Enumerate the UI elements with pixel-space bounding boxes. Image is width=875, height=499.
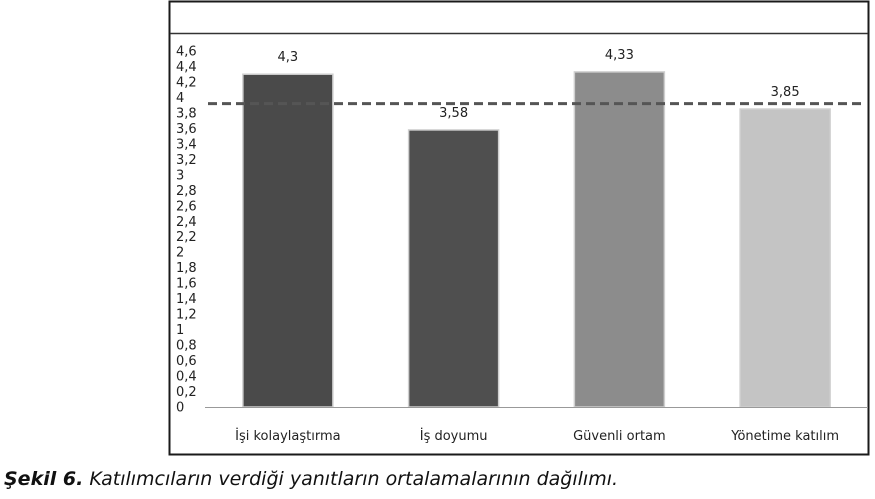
y-tick-label: 4,4 (176, 60, 197, 75)
bars (242, 71, 831, 408)
y-tick-label: 1,4 (176, 292, 197, 307)
bar (739, 108, 831, 408)
y-tick-label: 3,6 (176, 122, 197, 137)
bar (573, 71, 666, 408)
bar (242, 73, 334, 408)
y-tick-label: 1,2 (176, 308, 197, 323)
x-tick-label: Yönetime katılım (730, 429, 839, 444)
y-tick-label: 3 (176, 168, 184, 183)
y-tick-label: 0,6 (176, 354, 197, 369)
bar (407, 129, 500, 408)
x-tick-label: Güvenli ortam (573, 429, 666, 444)
y-tick-label: 3,2 (176, 153, 197, 168)
y-tick-label: 4,2 (176, 75, 197, 90)
y-tick-label: 0,8 (176, 339, 197, 354)
y-tick-label: 2,4 (176, 215, 197, 230)
y-tick-label: 2,8 (176, 184, 197, 199)
y-tick-label: 0 (176, 401, 184, 416)
y-tick-label: 1 (176, 323, 184, 338)
y-tick-label: 1,6 (176, 277, 197, 292)
bar-value-label: 3,58 (439, 106, 468, 121)
y-tick-label: 3,8 (176, 106, 197, 121)
bar-value-label: 4,3 (278, 50, 299, 65)
y-tick-label: 2,2 (176, 230, 197, 245)
x-tick-label: İşi kolaylaştırma (235, 428, 340, 444)
y-tick-label: 2,6 (176, 199, 197, 214)
y-tick-label: 3,4 (176, 137, 197, 152)
caption-text: Katılımcıların verdiği yanıtların ortala… (83, 468, 619, 490)
caption-lead: Şekil 6. (4, 468, 84, 490)
x-tick-label: İş doyumu (420, 428, 488, 444)
figure-caption: Şekil 6. Katılımcıların verdiği yanıtlar… (4, 468, 618, 490)
y-tick-label: 4 (176, 91, 184, 106)
value-labels: 4,3 3,58 4,33 3,85 (278, 48, 800, 121)
y-axis: 00,20,40,60,811,21,41,61,822,22,42,62,83… (176, 45, 197, 416)
bar-value-label: 4,33 (605, 48, 634, 63)
y-tick-label: 4,6 (176, 45, 197, 60)
y-tick-label: 2 (176, 246, 184, 261)
y-tick-label: 0,4 (176, 370, 197, 385)
y-tick-label: 1,8 (176, 261, 197, 276)
y-tick-label: 0,2 (176, 385, 197, 400)
x-axis: İşi kolaylaştırma İş doyumu Güvenli ortam Y… (205, 407, 868, 444)
bar-value-label: 3,85 (771, 85, 800, 100)
